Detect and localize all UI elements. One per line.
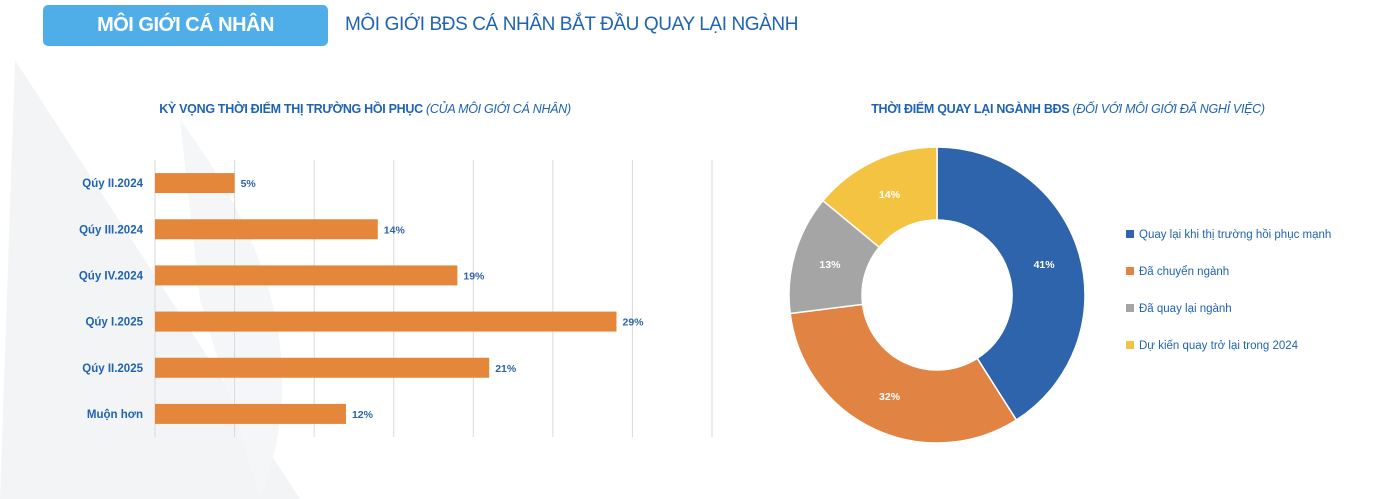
bar [155,265,458,286]
category-label: Qúy I.2025 [85,317,143,329]
slice-label: 13% [819,259,841,271]
legend-swatch [1126,341,1134,349]
bar [155,173,235,194]
bar [155,357,490,378]
donut-chart-title-text: THỜI ĐIỂM QUAY LẠI NGÀNH BĐS [871,102,1070,116]
bar [155,311,617,332]
legend-swatch [1126,304,1134,312]
data-label: 21% [495,363,517,375]
donut-slice [936,146,1086,421]
legend-label: Đã quay lại ngành [1139,303,1232,315]
slice-label: 41% [1034,259,1056,271]
category-label: Qúy IV.2024 [79,270,144,282]
bar-chart-title: KỲ VỌNG THỜI ĐIỂM THỊ TRƯỜNG HỒI PHỤC (C… [159,102,571,116]
legend-label: Đã chuyển ngành [1139,266,1229,278]
slice-label: 14% [879,189,901,201]
data-label: 14% [384,224,406,236]
data-label: 19% [463,270,485,282]
legend-label: Dự kiến quay trở lại trong 2024 [1139,340,1299,352]
category-label: Muộn hơn [87,409,143,421]
data-label: 5% [241,178,257,190]
category-label: Qúy II.2024 [82,178,143,190]
data-label: 29% [623,317,645,329]
legend-swatch [1126,267,1134,275]
bar-chart-subtitle: (CỦA MÔI GIỚI CÁ NHÂN) [426,102,571,116]
donut-slice [789,303,1018,444]
data-label: 12% [352,409,374,421]
bar [155,219,378,240]
category-label: Qúy III.2024 [79,224,144,236]
donut-chart-title: THỜI ĐIỂM QUAY LẠI NGÀNH BĐS (ĐỐI VỚI MÔ… [871,102,1265,116]
donut-slice [821,146,938,249]
bar-chart-title-text: KỲ VỌNG THỜI ĐIỂM THỊ TRƯỜNG HỒI PHỤC [159,102,423,116]
category-label: Qúy II.2025 [82,363,143,375]
slice-label: 32% [879,391,901,403]
legend-swatch [1126,230,1134,238]
donut-chart-subtitle: (ĐỐI VỚI MÔI GIỚI ĐÃ NGHỈ VIỆC) [1072,102,1266,116]
page-title: MÔI GIỚI BĐS CÁ NHÂN BẮT ĐẦU QUAY LẠI NG… [345,14,799,35]
bar [155,403,346,424]
section-badge: MÔI GIỚI CÁ NHÂN [43,5,328,46]
legend-label: Quay lại khi thị trường hồi phục mạnh [1139,229,1331,241]
